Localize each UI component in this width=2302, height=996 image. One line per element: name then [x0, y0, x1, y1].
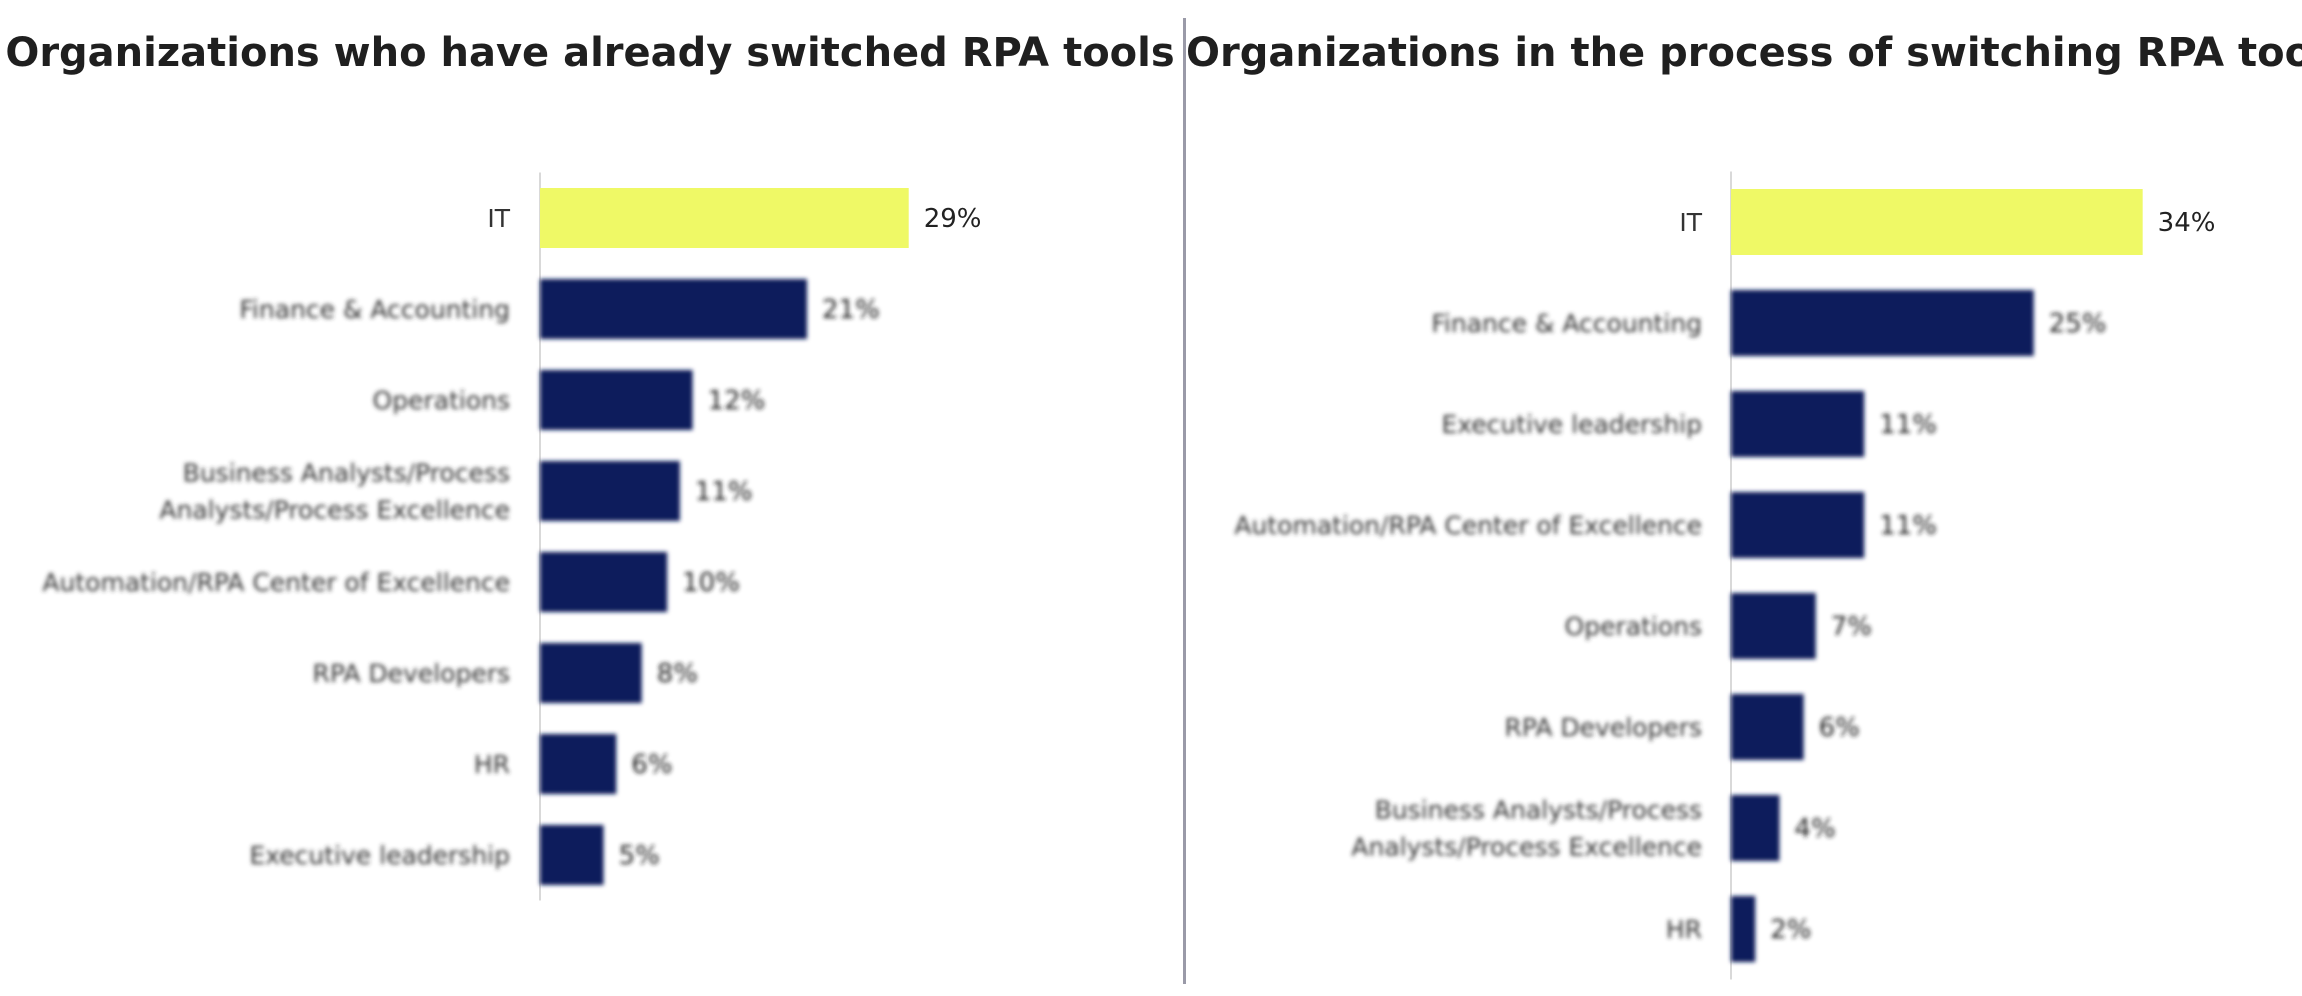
bar-5 — [1731, 694, 1804, 760]
category-label-3: Business Analysts/Process Analysts/Proces… — [159, 459, 510, 525]
value-label-3: 11% — [695, 477, 753, 507]
value-label-2: 11% — [1879, 410, 1937, 440]
category-label-1: Finance & Accounting — [1431, 309, 1702, 338]
bar-4 — [1731, 593, 1816, 659]
value-label-0: 34% — [2158, 208, 2216, 238]
category-label-line: Executive leadership — [249, 841, 510, 870]
category-label-line: Automation/RPA Center of Excellence — [1234, 511, 1702, 540]
category-label-line: Operations — [1565, 612, 1702, 641]
category-label-6: HR — [474, 750, 510, 779]
category-label-line: Analysts/Process Excellence — [1351, 833, 1702, 862]
bar-4 — [540, 552, 668, 612]
category-label-3: Automation/RPA Center of Excellence — [1234, 511, 1702, 540]
category-label-line: Finance & Accounting — [239, 295, 510, 324]
category-label-7: Executive leadership — [249, 841, 510, 870]
category-label-line: RPA Developers — [1505, 713, 1703, 742]
category-label-4: Operations — [1565, 612, 1702, 641]
bar-6 — [540, 734, 617, 794]
bar-6 — [1731, 795, 1780, 861]
value-label-6: 6% — [631, 750, 672, 780]
chart-in-process-switching: Organizations in the process of switchin… — [1186, 0, 2302, 996]
bar-3 — [540, 461, 680, 521]
value-label-4: 10% — [682, 568, 740, 598]
category-label-0: IT — [1679, 208, 1702, 237]
bar-chart-plot: 34% IT 25% Finance & Accounting 11% Executive… — [1234, 171, 2216, 980]
bar-0 — [1731, 189, 2143, 255]
value-label-7: 5% — [619, 841, 660, 871]
panel-divider — [1183, 18, 1186, 984]
bar-2 — [540, 370, 693, 430]
chart-title: Organizations in the process of switchin… — [1186, 30, 2302, 76]
value-label-5: 6% — [1819, 713, 1860, 743]
value-label-2: 12% — [708, 386, 766, 416]
category-label-5: RPA Developers — [1505, 713, 1703, 742]
category-label-line: Business Analysts/Process — [183, 459, 510, 488]
category-label-line: Finance & Accounting — [1431, 309, 1702, 338]
value-label-5: 8% — [657, 659, 698, 689]
category-label-line: HR — [474, 750, 510, 779]
bar-7 — [1731, 896, 1756, 962]
category-label-4: Automation/RPA Center of Excellence — [42, 568, 510, 597]
chart-title: Organizations who have already switched … — [5, 30, 1175, 76]
value-label-0: 29% — [924, 204, 982, 234]
category-label-line: Business Analysts/Process — [1375, 796, 1702, 825]
category-label-2: Operations — [373, 386, 510, 415]
category-label-line: Analysts/Process Excellence — [159, 496, 510, 525]
bar-3 — [1731, 492, 1865, 558]
category-label-line: IT — [487, 204, 510, 233]
category-label-line: Automation/RPA Center of Excellence — [42, 568, 510, 597]
value-label-1: 25% — [2049, 309, 2107, 339]
bar-7 — [540, 825, 604, 885]
category-label-7: HR — [1666, 915, 1702, 944]
category-label-line: Executive leadership — [1441, 410, 1702, 439]
category-label-6: Business Analysts/Process Analysts/Proces… — [1351, 796, 1702, 862]
bar-1 — [1731, 290, 2034, 356]
value-label-6: 4% — [1794, 814, 1835, 844]
category-label-1: Finance & Accounting — [239, 295, 510, 324]
value-label-4: 7% — [1831, 612, 1872, 642]
category-label-line: Operations — [373, 386, 510, 415]
value-label-1: 21% — [822, 295, 880, 325]
bar-chart-plot: 29% IT 21% Finance & Accounting 12% Operation… — [42, 172, 982, 901]
value-label-3: 11% — [1879, 511, 1937, 541]
bar-1 — [540, 279, 807, 339]
bar-5 — [540, 643, 642, 703]
category-label-5: RPA Developers — [313, 659, 511, 688]
category-label-line: IT — [1679, 208, 1702, 237]
bar-0 — [540, 188, 909, 248]
bar-2 — [1731, 391, 1865, 457]
category-label-line: HR — [1666, 915, 1702, 944]
value-label-7: 2% — [1770, 915, 1811, 945]
category-label-line: RPA Developers — [313, 659, 511, 688]
category-label-2: Executive leadership — [1441, 410, 1702, 439]
category-label-0: IT — [487, 204, 510, 233]
chart-already-switched: Organizations who have already switched … — [5, 30, 1175, 901]
